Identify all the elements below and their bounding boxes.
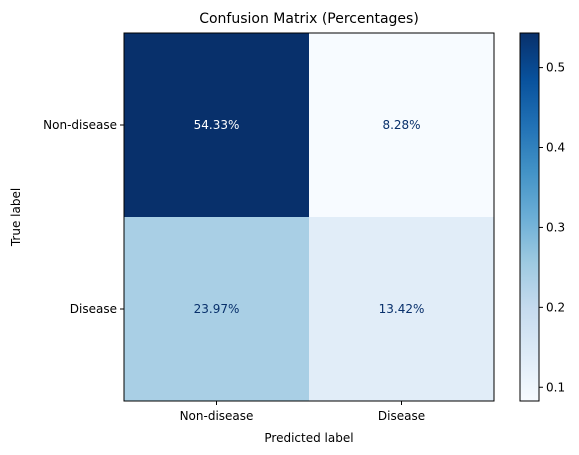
colorbar-tick-label: 0.3	[546, 220, 565, 234]
plot-frame	[123, 32, 495, 402]
x-tick-label: Disease	[378, 409, 425, 423]
cell-value-label: 54.33%	[194, 118, 240, 132]
heatmap-cell	[124, 33, 309, 217]
colorbar-ticks: 0.1 0.2 0.3 0.4 0.5	[539, 61, 565, 394]
cell-value-label: 23.97%	[194, 302, 240, 316]
heatmap-cells: 54.33% 8.28% 23.97% 13.42%	[124, 33, 494, 401]
heatmap-cell	[309, 33, 494, 217]
y-axis-label: True label	[9, 188, 23, 247]
y-axis-ticks: Non-disease Disease	[43, 118, 124, 316]
colorbar-tick-label: 0.1	[546, 380, 565, 394]
cell-value-label: 8.28%	[382, 118, 420, 132]
x-axis-label: Predicted label	[264, 431, 353, 445]
heatmap-cell	[124, 217, 309, 401]
colorbar-tick-label: 0.2	[546, 300, 565, 314]
x-tick-label: Non-disease	[180, 409, 254, 423]
cell-value-label: 13.42%	[379, 302, 425, 316]
heatmap-cell	[309, 217, 494, 401]
chart-title: Confusion Matrix (Percentages)	[199, 11, 419, 27]
x-axis-ticks: Non-disease Disease	[180, 401, 425, 423]
colorbar-tick-label: 0.4	[546, 141, 565, 155]
y-tick-label: Disease	[70, 302, 117, 316]
colorbar	[519, 32, 540, 402]
y-tick-label: Non-disease	[43, 118, 117, 132]
colorbar-tick-label: 0.5	[546, 61, 565, 75]
